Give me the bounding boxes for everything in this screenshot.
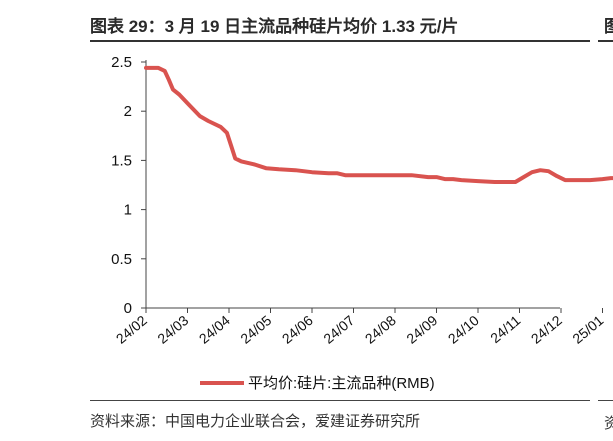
y-tick-label: 0.5 <box>111 251 132 268</box>
y-tick-label: 2 <box>124 103 132 120</box>
title-rule <box>90 40 590 42</box>
figure-title: 图表 29：3 月 19 日主流品种硅片均价 1.33 元/片 <box>90 17 459 36</box>
neighbor-source-rule <box>598 400 613 401</box>
y-tick-label: 1.5 <box>111 152 132 169</box>
x-tick-label: 24/11 <box>487 312 523 346</box>
y-tick-label: 1 <box>124 202 132 219</box>
neighbor-title-rule <box>598 40 613 42</box>
x-tick-label: 24/12 <box>528 312 565 347</box>
source-note: 资料来源：中国电力企业联合会，爱建证券研究所 <box>90 413 421 430</box>
legend-label: 平均价:硅片:主流品种(RMB) <box>248 375 435 392</box>
x-tick-label: 25/01 <box>569 312 606 347</box>
x-tick-label: 24/08 <box>362 312 399 347</box>
x-tick-label: 24/05 <box>237 312 274 347</box>
cropped-neighbor-source: 资 <box>604 415 613 432</box>
y-tick-label: 2.5 <box>111 54 132 71</box>
y-tick-label: 0 <box>124 300 132 317</box>
x-tick-label: 24/06 <box>279 312 316 347</box>
x-tick-label: 24/10 <box>445 312 482 347</box>
x-tick-label: 24/04 <box>196 312 233 347</box>
x-tick-label: 24/09 <box>403 312 440 347</box>
cropped-neighbor-title: 图 <box>604 17 613 36</box>
x-tick-label: 24/07 <box>320 312 357 347</box>
source-rule <box>90 400 590 401</box>
series-line-0 <box>144 65 613 184</box>
x-tick-label: 24/02 <box>113 312 150 347</box>
x-tick-label: 24/03 <box>154 312 191 347</box>
